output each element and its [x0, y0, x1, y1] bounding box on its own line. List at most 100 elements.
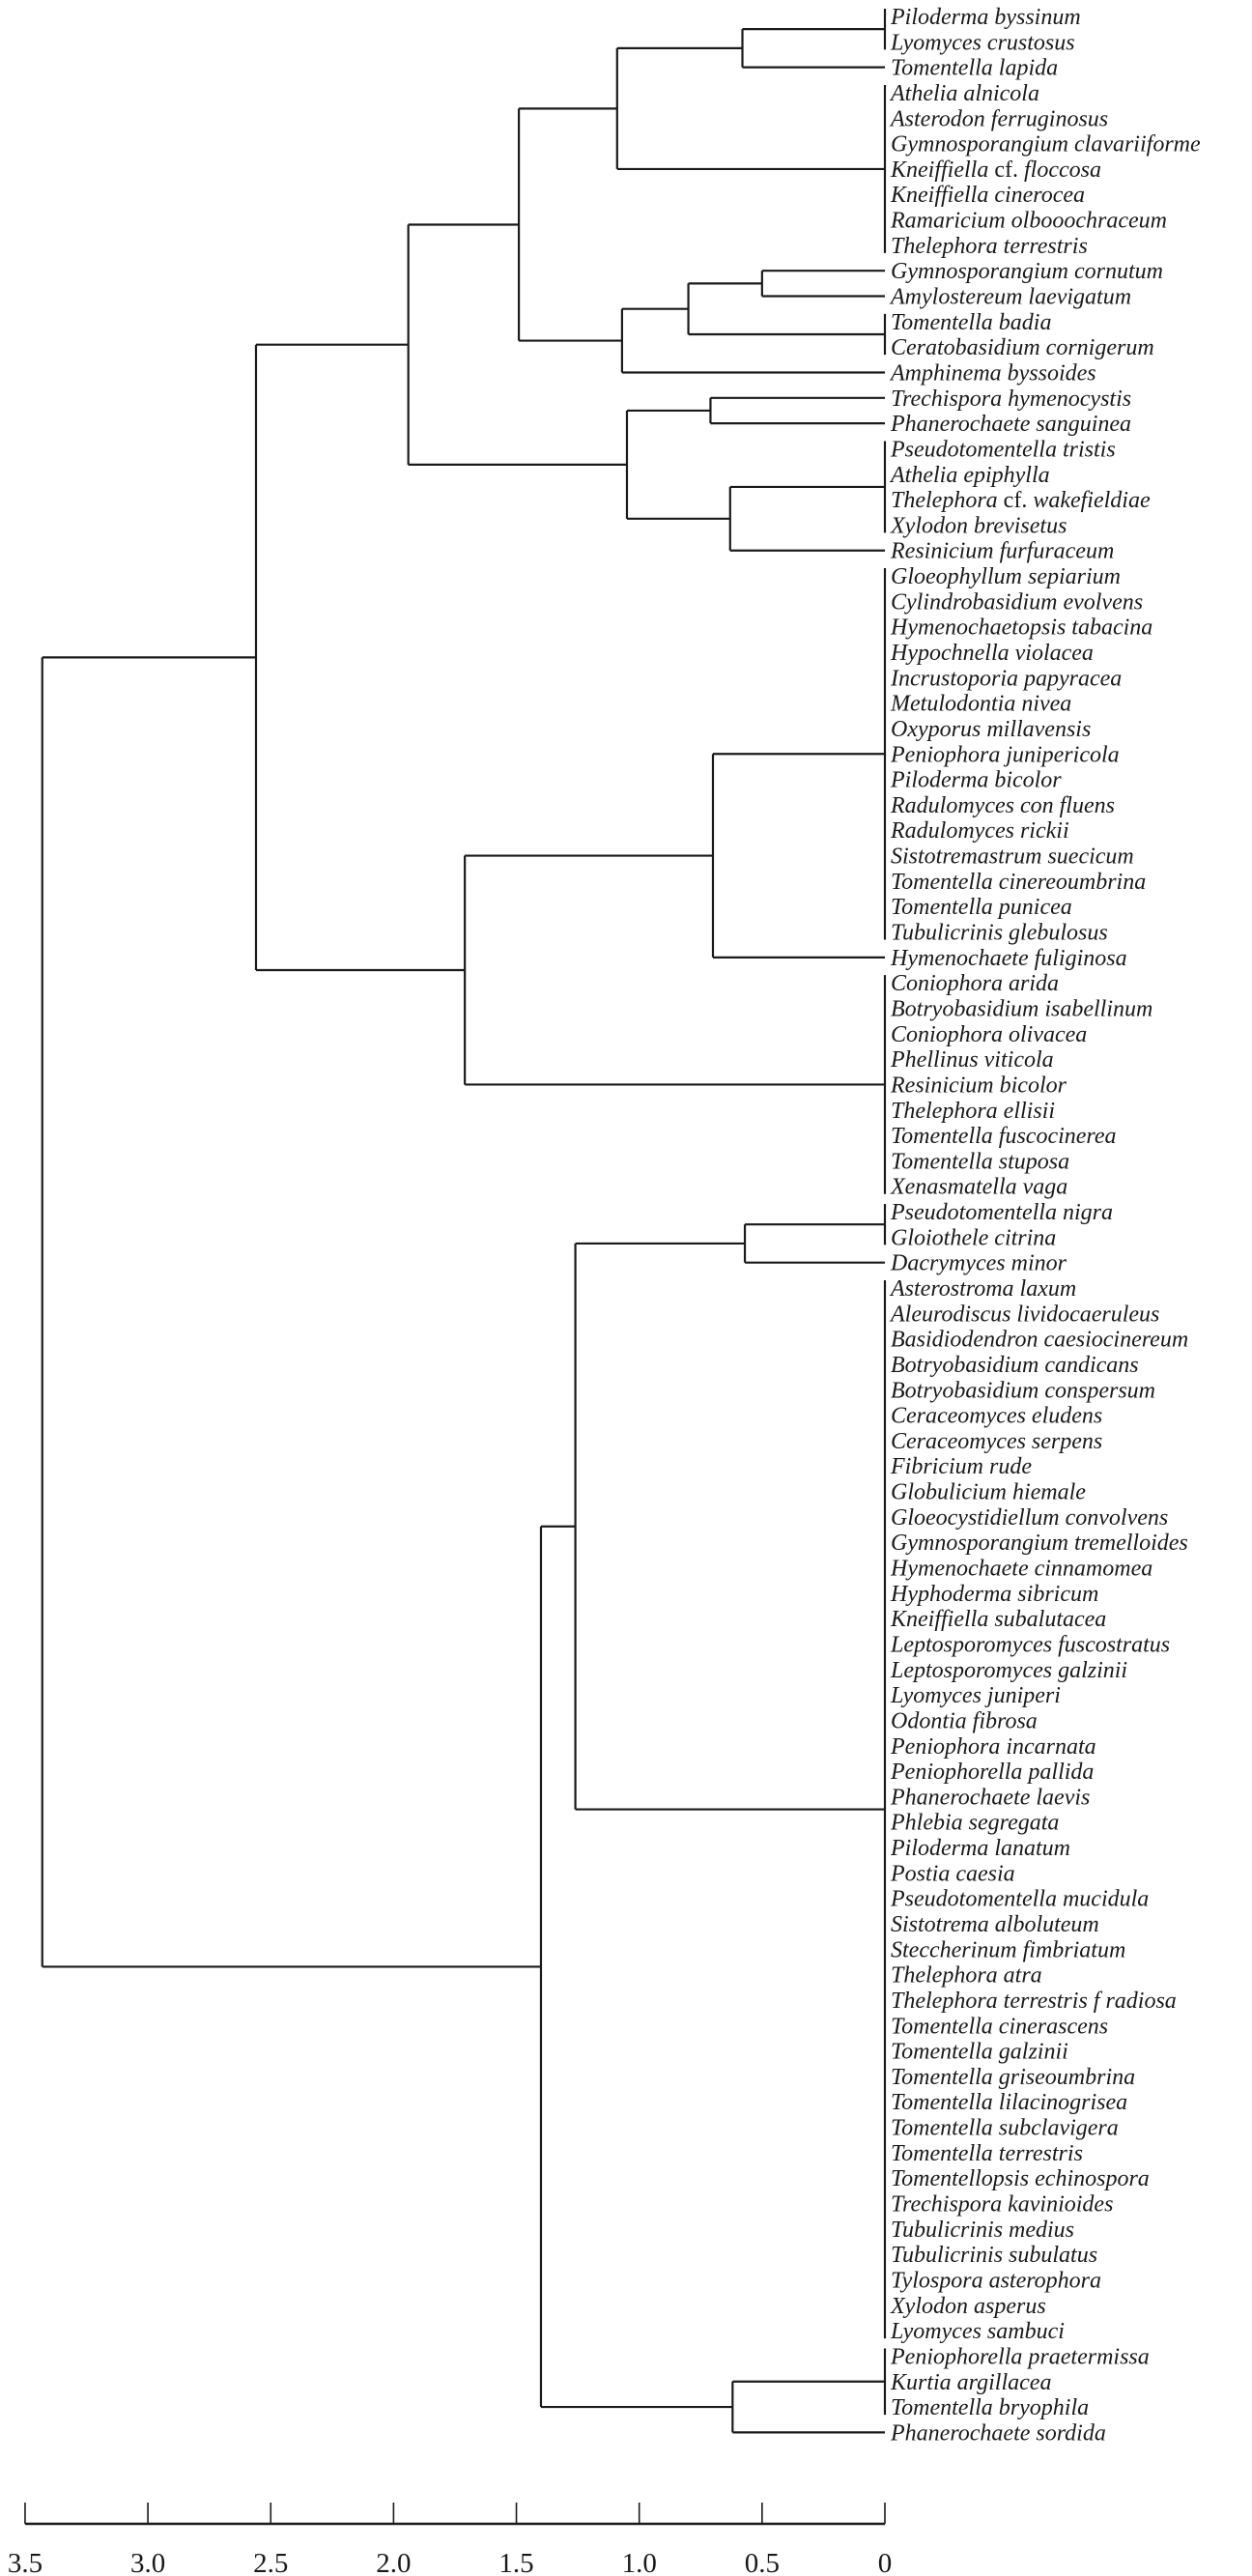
leaf-label: Gymnosporangium clavariiforme [891, 132, 1201, 157]
leaf-label: Pseudotomentella nigra [890, 1200, 1113, 1225]
leaf-label: Leptosporomyces fuscostratus [890, 1632, 1170, 1657]
leaf-label: Ceraceomyces serpens [891, 1429, 1102, 1454]
leaf-label: Tomentella terrestris [891, 2141, 1083, 2166]
leaf-label: Amphinema byssoides [889, 360, 1096, 386]
leaf-label: Tomentella badia [891, 310, 1051, 335]
x-tick-label: 2.5 [253, 2548, 288, 2576]
leaf-label: Asterostroma laxum [889, 1276, 1076, 1302]
leaf-label: Lyomyces juniperi [890, 1683, 1061, 1708]
leaf-label: Tubulicrinis subulatus [891, 2243, 1097, 2268]
x-tick-label: 3.5 [8, 2548, 43, 2576]
leaf-label: Phanerochaete laevis [890, 1785, 1090, 1810]
leaf-label: Tubulicrinis medius [891, 2218, 1074, 2243]
x-tick-label: 2.0 [376, 2548, 411, 2576]
leaf-label: Pseudotomentella tristis [890, 437, 1116, 462]
leaf-label: Lyomyces crustosus [890, 30, 1075, 55]
leaf-label: Peniophora junipericola [890, 742, 1120, 767]
leaf-label: Kneiffiella cf. floccosa [890, 157, 1101, 183]
leaf-label: Resinicium furfuraceum [890, 539, 1114, 564]
leaf-label: Aleurodiscus lividocaeruleus [889, 1302, 1159, 1327]
x-tick-label: 0 [878, 2548, 893, 2576]
leaf-label: Radulomyces rickii [890, 818, 1069, 844]
leaf-label: Amylostereum laevigatum [889, 285, 1131, 310]
leaf-label: Hymenochaetopsis tabacina [890, 615, 1152, 641]
leaf-label: Lyomyces sambuci [890, 2319, 1065, 2344]
leaf-label: Cylindrobasidium evolvens [891, 589, 1143, 615]
leaf-label: Ceraceomyces eludens [891, 1404, 1102, 1429]
leaf-label: Hymenochaete fuliginosa [890, 946, 1127, 971]
x-tick-label: 1.0 [622, 2548, 657, 2576]
leaf-label: Tomentellopsis echinospora [891, 2166, 1150, 2191]
leaf-label: Trechispora kavinioides [891, 2192, 1113, 2218]
leaf-label: Gymnosporangium cornutum [891, 259, 1163, 284]
leaf-label: Postia caesia [890, 1861, 1015, 1886]
leaf-label: Peniophorella pallida [890, 1760, 1094, 1785]
leaf-label: Peniophorella praetermissa [890, 2344, 1150, 2369]
leaf-label: Asterodon ferruginosus [889, 106, 1108, 131]
leaf-label: Piloderma bicolor [890, 768, 1062, 793]
leaf-label: Tomentella cinerascens [891, 2014, 1108, 2039]
x-tick-label: 3.0 [130, 2548, 165, 2576]
leaf-label: Gloeocystidiellum convolvens [891, 1505, 1168, 1531]
leaf-label: Phellinus viticola [890, 1047, 1054, 1073]
leaf-label: Tubulicrinis glebulosus [891, 921, 1108, 946]
leaf-label: Tylospora asterophora [891, 2268, 1101, 2293]
leaf-label: Kneiffiella cinerocea [890, 183, 1085, 208]
leaf-label: Xenasmatella vaga [890, 1175, 1067, 1200]
leaf-label: Oxyporus millavensis [891, 717, 1091, 742]
leaf-label: Globulicium hiemale [891, 1480, 1086, 1505]
leaf-label: Athelia alnicola [889, 81, 1039, 106]
leaf-label: Tomentella lilacinogrisea [891, 2090, 1127, 2115]
leaf-label: Fibricium rude [890, 1454, 1032, 1479]
leaf-label: Phanerochaete sanguinea [890, 412, 1131, 437]
leaf-label: Hyphoderma sibricum [890, 1582, 1098, 1607]
leaf-label: Xylodon brevisetus [890, 513, 1067, 538]
leaf-label: Kurtia argillacea [890, 2370, 1051, 2395]
leaf-label: Sistotremastrum suecicum [891, 844, 1134, 870]
x-axis: 3.5 3.0 2.5 2.0 1.5 1.0 0.5 0 [8, 2503, 892, 2576]
leaf-label: Tomentella fuscocinerea [891, 1124, 1117, 1149]
leaf-label: Coniophora olivacea [891, 1022, 1087, 1047]
leaf-label: Thelephora cf. wakefieldiae [891, 488, 1151, 513]
leaf-label: Basidiodendron caesiocinereum [891, 1328, 1188, 1353]
leaf-label: Gloiothele citrina [891, 1225, 1056, 1250]
leaf-label: Tomentella stuposa [891, 1149, 1069, 1174]
leaf-label: Botryobasidium isabellinum [891, 996, 1152, 1021]
leaf-label: Botryobasidium candicans [891, 1353, 1139, 1378]
leaf-label: Tomentella bryophila [891, 2395, 1089, 2420]
leaf-label: Tomentella griseoumbrina [891, 2065, 1135, 2090]
leaf-label: Sistotrema alboluteum [891, 1912, 1099, 1937]
leaf-label: Thelephora atra [891, 1963, 1042, 1989]
leaf-label: Hypochnella violacea [890, 641, 1094, 666]
x-tick-label: 0.5 [745, 2548, 780, 2576]
leaf-label: Coniophora arida [891, 971, 1059, 996]
leaf-label: Pseudotomentella mucidula [890, 1887, 1149, 1912]
leaf-label: Athelia epiphylla [889, 463, 1050, 488]
x-tick-label: 1.5 [498, 2548, 533, 2576]
branches [41, 9, 887, 2434]
leaf-label: Tomentella lapida [891, 56, 1058, 81]
leaf-label: Tomentella subclavigera [891, 2116, 1119, 2141]
leaf-label: Tomentella punicea [891, 895, 1072, 920]
leaf-label: Piloderma byssinum [890, 5, 1081, 30]
leaf-label: Gloeophyllum sepiarium [891, 564, 1121, 589]
leaf-label: Resinicium bicolor [890, 1073, 1067, 1098]
leaf-label: Gymnosporangium tremelloides [891, 1531, 1188, 1556]
leaf-label: Odontia fibrosa [891, 1708, 1038, 1733]
leaf-label: Tomentella galzinii [891, 2040, 1068, 2065]
leaf-label: Hymenochaete cinnamomea [890, 1557, 1152, 1582]
leaf-label: Phlebia segregata [890, 1811, 1059, 1836]
leaf-label: Leptosporomyces galzinii [890, 1658, 1127, 1683]
leaf-label: Incrustoporia papyracea [890, 666, 1122, 691]
leaf-label: Ceratobasidium cornigerum [891, 335, 1154, 360]
leaf-label: Steccherinum fimbriatum [891, 1937, 1125, 1962]
leaf-label: Trechispora hymenocystis [891, 386, 1131, 412]
leaf-label: Xylodon asperus [890, 2294, 1046, 2319]
leaf-label: Metulodontia nivea [890, 692, 1071, 717]
leaf-label: Dacrymyces minor [890, 1251, 1067, 1276]
leaf-label: Radulomyces con fluens [890, 793, 1115, 818]
leaf-label: Ramaricium olbooochraceum [890, 209, 1167, 234]
leaf-label: Botryobasidium conspersum [891, 1378, 1155, 1403]
